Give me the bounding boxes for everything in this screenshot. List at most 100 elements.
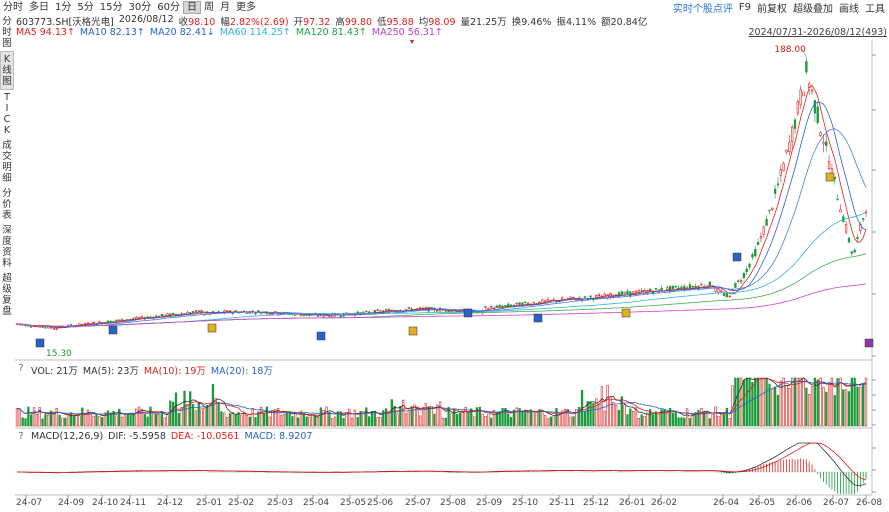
volume-bar — [464, 406, 467, 427]
stock-code: 603773.SH[沃格光电] — [16, 17, 114, 28]
volume-bar — [720, 413, 723, 427]
ma-legend-ma10: MA10 82.13↑ — [79, 27, 145, 38]
event-marker — [408, 326, 418, 336]
volume-bar — [291, 416, 294, 427]
date-range-label[interactable]: 2024/07/31-2026/08/12(493) — [748, 27, 887, 38]
candle-body — [484, 306, 487, 308]
volume-bar — [194, 410, 198, 427]
volume-bar — [717, 415, 720, 427]
period-tab-6[interactable]: 60分 — [157, 1, 180, 13]
volume-bar — [475, 407, 479, 427]
volume-bar — [243, 412, 246, 427]
candle-body — [115, 319, 118, 322]
x-label: 26-07 — [823, 498, 850, 508]
toolbar-action-4[interactable]: 画线 — [839, 3, 859, 15]
ma-legend-ma250: MA250 56.31↑ — [371, 27, 443, 38]
period-tab-10[interactable]: 更多 — [235, 1, 256, 13]
candle-body — [629, 291, 632, 297]
help-icon[interactable]: ? — [18, 363, 24, 374]
volume-bar — [260, 406, 263, 427]
x-label: 24-09 — [58, 498, 85, 508]
vol-ma5: MA(5): 23万 — [82, 366, 139, 377]
toolbar-action-1[interactable]: F9 — [738, 1, 751, 13]
toolbar-action-5[interactable]: 工具 — [865, 3, 885, 15]
left-tab-3[interactable]: 成交明细 — [2, 140, 12, 184]
period-tab-7[interactable]: 日 — [182, 0, 201, 14]
candle-body — [728, 295, 731, 298]
change-field: 幅2.82%(2.69) — [220, 17, 289, 28]
x-label: 26-06 — [786, 498, 813, 508]
volume-bar — [765, 377, 768, 427]
period-tab-5[interactable]: 30分 — [128, 1, 152, 13]
period-tab-3[interactable]: 5分 — [77, 1, 94, 13]
volume-bar — [430, 405, 433, 427]
left-tab-6[interactable]: 超级复盘 — [2, 273, 12, 317]
period-tab-8[interactable]: 周 — [203, 1, 214, 13]
volume-bar — [620, 396, 623, 427]
toolbar-action-0[interactable]: 实时个股点评 — [672, 3, 733, 15]
scroll-marker — [410, 40, 414, 44]
volume-bar — [836, 378, 839, 427]
toolbar-action-3[interactable]: 超级叠加 — [793, 3, 833, 15]
volume-bar — [78, 415, 81, 427]
volume-bar — [27, 406, 30, 427]
period-tab-1[interactable]: 多日 — [29, 1, 49, 13]
volume-bar — [501, 408, 504, 427]
volume-bar — [725, 407, 729, 427]
volume-bar — [396, 413, 399, 427]
ma5-line — [16, 84, 867, 329]
period-tab-4[interactable]: 15分 — [99, 1, 123, 13]
candle-body — [810, 89, 814, 92]
volume-bar — [163, 417, 166, 427]
x-label: 25-04 — [303, 498, 330, 508]
volume-bar — [853, 377, 856, 427]
period-tab-2[interactable]: 1分 — [55, 1, 72, 13]
volume-bar — [711, 413, 714, 427]
volume-bar — [419, 415, 422, 427]
x-label: 26-02 — [651, 498, 678, 508]
volume-bar — [569, 416, 572, 427]
candle-body — [490, 305, 493, 308]
volume-bar — [822, 387, 825, 427]
event-marker — [825, 172, 835, 182]
volume-bar — [254, 417, 257, 427]
toolbar-action-2[interactable]: 前复权 — [757, 3, 787, 15]
candle-body — [674, 285, 677, 288]
volume-bar — [47, 414, 50, 427]
left-tab-5[interactable]: 深度资料 — [2, 225, 12, 269]
volume-bar — [575, 409, 578, 427]
volume-bar — [512, 409, 516, 427]
volume-bar — [634, 407, 638, 427]
volume-bar — [586, 401, 589, 427]
volume-bar — [177, 412, 180, 427]
volume-bar — [492, 410, 496, 427]
volume-bar — [83, 413, 87, 427]
volume-bar — [507, 413, 510, 427]
x-label: 26-01 — [619, 498, 646, 508]
period-tab-0[interactable]: 分时 — [3, 1, 23, 13]
volume-bar — [467, 412, 470, 427]
left-tab-4[interactable]: 分价表 — [2, 188, 12, 221]
vol-ma10: MA(10): 19万 — [143, 366, 206, 377]
volume-bar — [549, 416, 552, 427]
volume-bar — [359, 410, 362, 427]
volume-bar — [120, 416, 124, 427]
help-icon[interactable]: ? — [18, 431, 24, 442]
x-label: 25-12 — [583, 498, 610, 508]
volume-bar — [129, 413, 132, 427]
volume-bar — [646, 412, 649, 427]
volume-bar — [793, 377, 797, 427]
candle-body — [688, 284, 692, 289]
volume-bar — [92, 415, 95, 427]
volume-bar — [694, 412, 697, 427]
volume-bar — [649, 409, 652, 427]
volume-bar — [458, 412, 462, 427]
vol-value: VOL: 21万 — [31, 366, 78, 377]
left-tab-0[interactable]: 分时图 — [2, 16, 12, 49]
period-tab-9[interactable]: 月 — [219, 1, 230, 13]
volume-bar — [95, 414, 98, 427]
volume-bar — [495, 411, 499, 427]
